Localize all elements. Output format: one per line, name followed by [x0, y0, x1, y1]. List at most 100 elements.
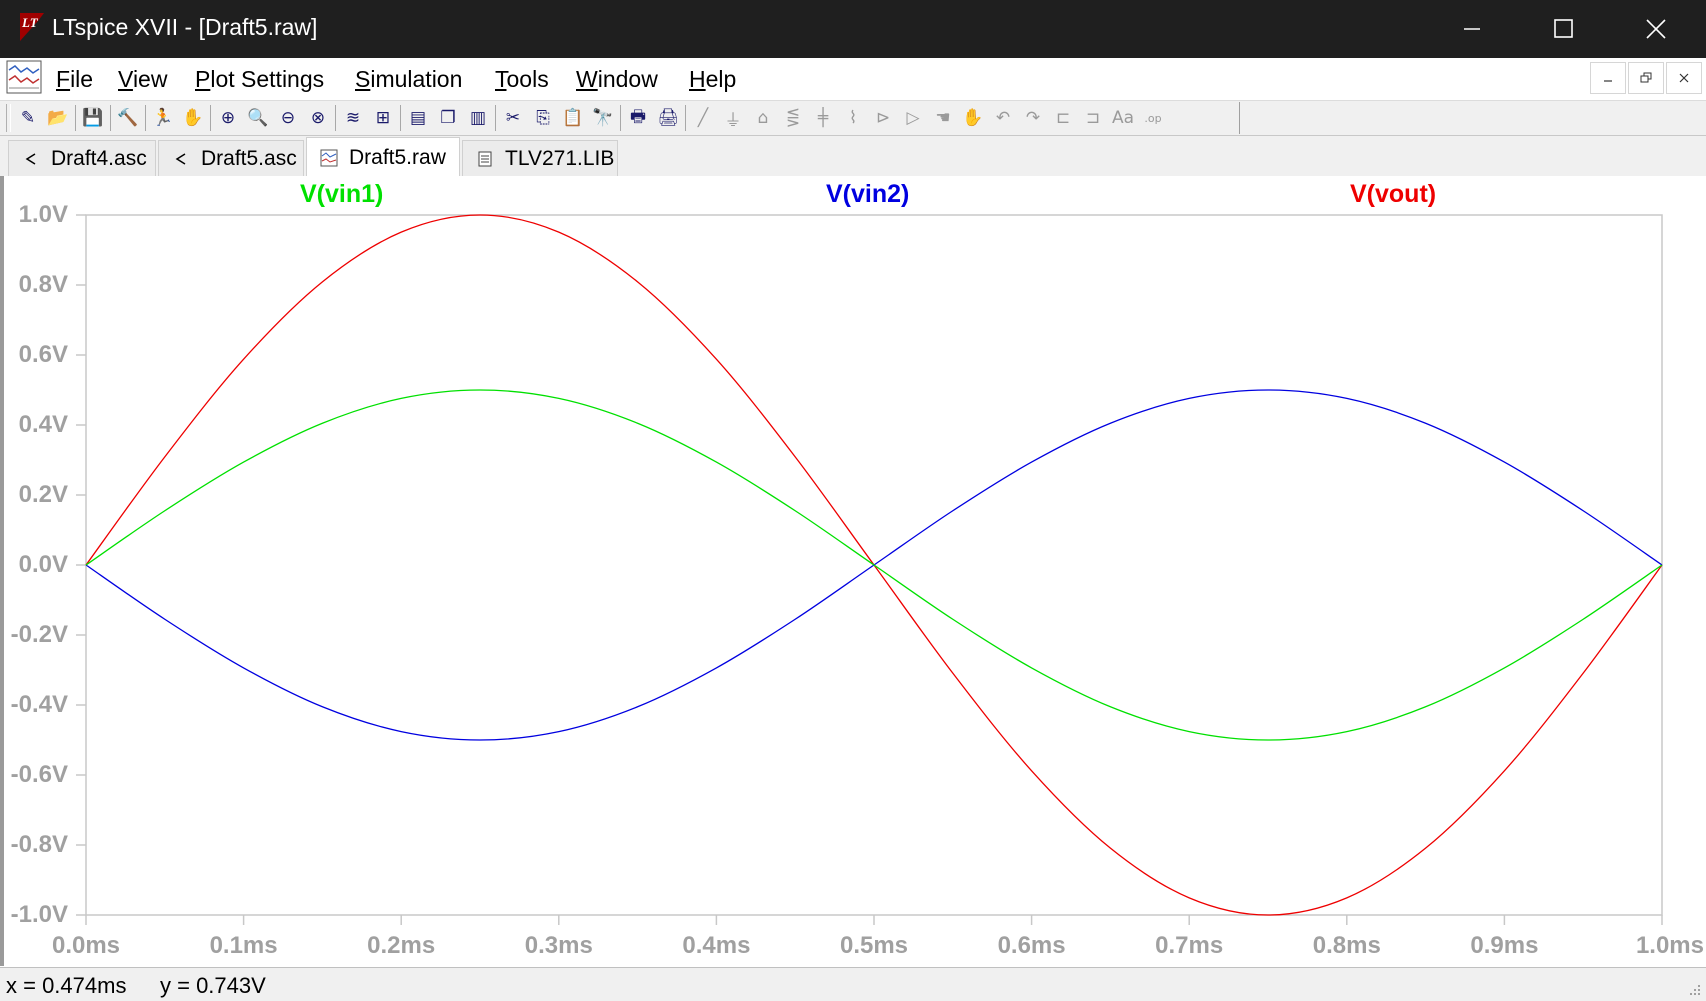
resize-grip-icon[interactable]: [1686, 981, 1702, 997]
resistor-icon-glyph: ⋚: [785, 108, 801, 128]
inductor-icon[interactable]: ⌇: [839, 104, 867, 132]
ground-icon-glyph: ⏚: [724, 110, 742, 131]
autorange-icon[interactable]: ≋: [339, 104, 367, 132]
tab-tlv271-lib[interactable]: TLV271.LIB: [462, 140, 618, 176]
draw-wire-icon-glyph: ╱: [697, 108, 709, 128]
tile-horizontal-icon-glyph: ▤: [409, 108, 427, 128]
close-button[interactable]: [1622, 0, 1690, 58]
toolbar-separator: [620, 105, 621, 131]
capacitor-icon[interactable]: ╪: [809, 104, 837, 132]
toolbar-separator: [210, 105, 211, 131]
minimize-button[interactable]: [1438, 0, 1506, 58]
y-tick-label: 0.8V: [18, 271, 68, 298]
save-icon-glyph: 💾: [82, 108, 104, 128]
new-schematic-icon[interactable]: ✎: [14, 104, 42, 132]
trace-vvin1[interactable]: [85, 389, 1663, 741]
plot-settings-icon[interactable]: ⊞: [369, 104, 397, 132]
close-icon: [1646, 19, 1666, 39]
schematic-icon: [21, 149, 41, 169]
maximize-button[interactable]: [1530, 0, 1598, 58]
component-icon[interactable]: ▷: [899, 104, 927, 132]
ground-icon[interactable]: ⏚: [719, 104, 747, 132]
diode-icon[interactable]: ⊳: [869, 104, 897, 132]
spice-directive-icon[interactable]: .op: [1139, 104, 1167, 132]
plot-settings-icon-glyph: ⊞: [375, 108, 391, 128]
menu-help[interactable]: Help: [689, 66, 737, 92]
paste-icon-glyph: 📋: [562, 108, 584, 128]
inductor-icon-glyph: ⌇: [848, 108, 858, 128]
print-icon[interactable]: 🖶: [624, 104, 652, 132]
drag-icon[interactable]: ✋: [959, 104, 987, 132]
x-tick-label: 0.6ms: [997, 932, 1066, 959]
y-tick-label: -0.6V: [10, 761, 68, 788]
menu-window[interactable]: Window: [576, 66, 658, 92]
print-setup-icon[interactable]: 🖨: [654, 104, 682, 132]
undo-icon[interactable]: ↶: [989, 104, 1017, 132]
run-icon-glyph: 🏃: [152, 108, 174, 128]
capacitor-icon-glyph: ╪: [817, 108, 829, 128]
mirror-icon[interactable]: ⊐: [1079, 104, 1107, 132]
waveform-window-icon[interactable]: [6, 60, 42, 94]
zoom-out-icon[interactable]: ⊖: [274, 104, 302, 132]
paste-icon[interactable]: 📋: [559, 104, 587, 132]
cascade-icon[interactable]: ❐: [434, 104, 462, 132]
zoom-area-icon-glyph: 🔍: [247, 108, 269, 128]
menu-view[interactable]: View: [118, 66, 168, 92]
tab-draft5-raw[interactable]: Draft5.raw: [306, 137, 460, 177]
text-icon[interactable]: Aa: [1109, 104, 1137, 132]
menu-plot-settings[interactable]: Plot Settings: [195, 66, 325, 92]
minimize-icon: [1604, 80, 1612, 82]
copy-icon[interactable]: ⎘: [529, 104, 557, 132]
zoom-out-icon-glyph: ⊖: [280, 108, 296, 128]
cursor-y-readout: y = 0.743V: [160, 973, 266, 998]
component-icon-glyph: ▷: [906, 108, 920, 128]
new-schematic-icon-glyph: ✎: [20, 108, 36, 128]
resistor-icon[interactable]: ⋚: [779, 104, 807, 132]
mdi-restore-button[interactable]: [1628, 62, 1664, 94]
redo-icon[interactable]: ↷: [1019, 104, 1047, 132]
y-tick-label: 1.0V: [18, 201, 68, 228]
menu-file[interactable]: File: [56, 66, 94, 92]
zoom-cancel-icon[interactable]: ⊗: [304, 104, 332, 132]
save-icon[interactable]: 💾: [79, 104, 107, 132]
cut-icon[interactable]: ✂: [499, 104, 527, 132]
x-tick-label: 0.7ms: [1155, 932, 1224, 959]
tile-vertical-icon[interactable]: ▥: [464, 104, 492, 132]
tab-draft5-asc[interactable]: Draft5.asc: [158, 140, 304, 176]
trace-label-vout[interactable]: V(vout): [1350, 180, 1437, 208]
waveform-plot-pane[interactable]: [0, 176, 1706, 966]
toolbar-grip[interactable]: [6, 104, 11, 132]
draw-wire-icon[interactable]: ╱: [689, 104, 717, 132]
find-icon[interactable]: 🔭: [589, 104, 617, 132]
tile-horizontal-icon[interactable]: ▤: [404, 104, 432, 132]
y-tick-label: 0.6V: [18, 341, 68, 368]
toolbar-separator: [495, 105, 496, 131]
menu-bar: [0, 58, 1706, 100]
open-icon[interactable]: 📂: [44, 104, 72, 132]
trace-label-vin2[interactable]: V(vin2): [826, 180, 910, 208]
move-icon[interactable]: ☚: [929, 104, 957, 132]
mdi-close-button[interactable]: [1666, 62, 1702, 94]
control-panel-icon[interactable]: 🔨: [114, 104, 142, 132]
toolbar-separator: [110, 105, 111, 131]
label-net-icon[interactable]: ⌂: [749, 104, 777, 132]
y-tick-label: -0.2V: [10, 621, 68, 648]
menu-tools[interactable]: Tools: [495, 66, 549, 92]
rotate-icon[interactable]: ⊏: [1049, 104, 1077, 132]
trace-label-vin1[interactable]: V(vin1): [300, 180, 384, 208]
mdi-minimize-button[interactable]: [1590, 62, 1626, 94]
tab-label: Draft4.asc: [51, 146, 147, 170]
pan-hand-icon[interactable]: ✋: [179, 104, 207, 132]
undo-icon-glyph: ↶: [995, 108, 1011, 128]
x-tick-label: 1.0ms: [1635, 932, 1704, 959]
autorange-icon-glyph: ≋: [345, 108, 361, 128]
minimize-icon: [1464, 28, 1480, 30]
zoom-in-icon[interactable]: ⊕: [214, 104, 242, 132]
zoom-area-icon[interactable]: 🔍: [244, 104, 272, 132]
run-icon[interactable]: 🏃: [149, 104, 177, 132]
redo-icon-glyph: ↷: [1025, 108, 1041, 128]
diode-icon-glyph: ⊳: [875, 108, 891, 128]
tab-draft4-asc[interactable]: Draft4.asc: [8, 140, 156, 176]
menu-simulation[interactable]: Simulation: [355, 66, 463, 92]
